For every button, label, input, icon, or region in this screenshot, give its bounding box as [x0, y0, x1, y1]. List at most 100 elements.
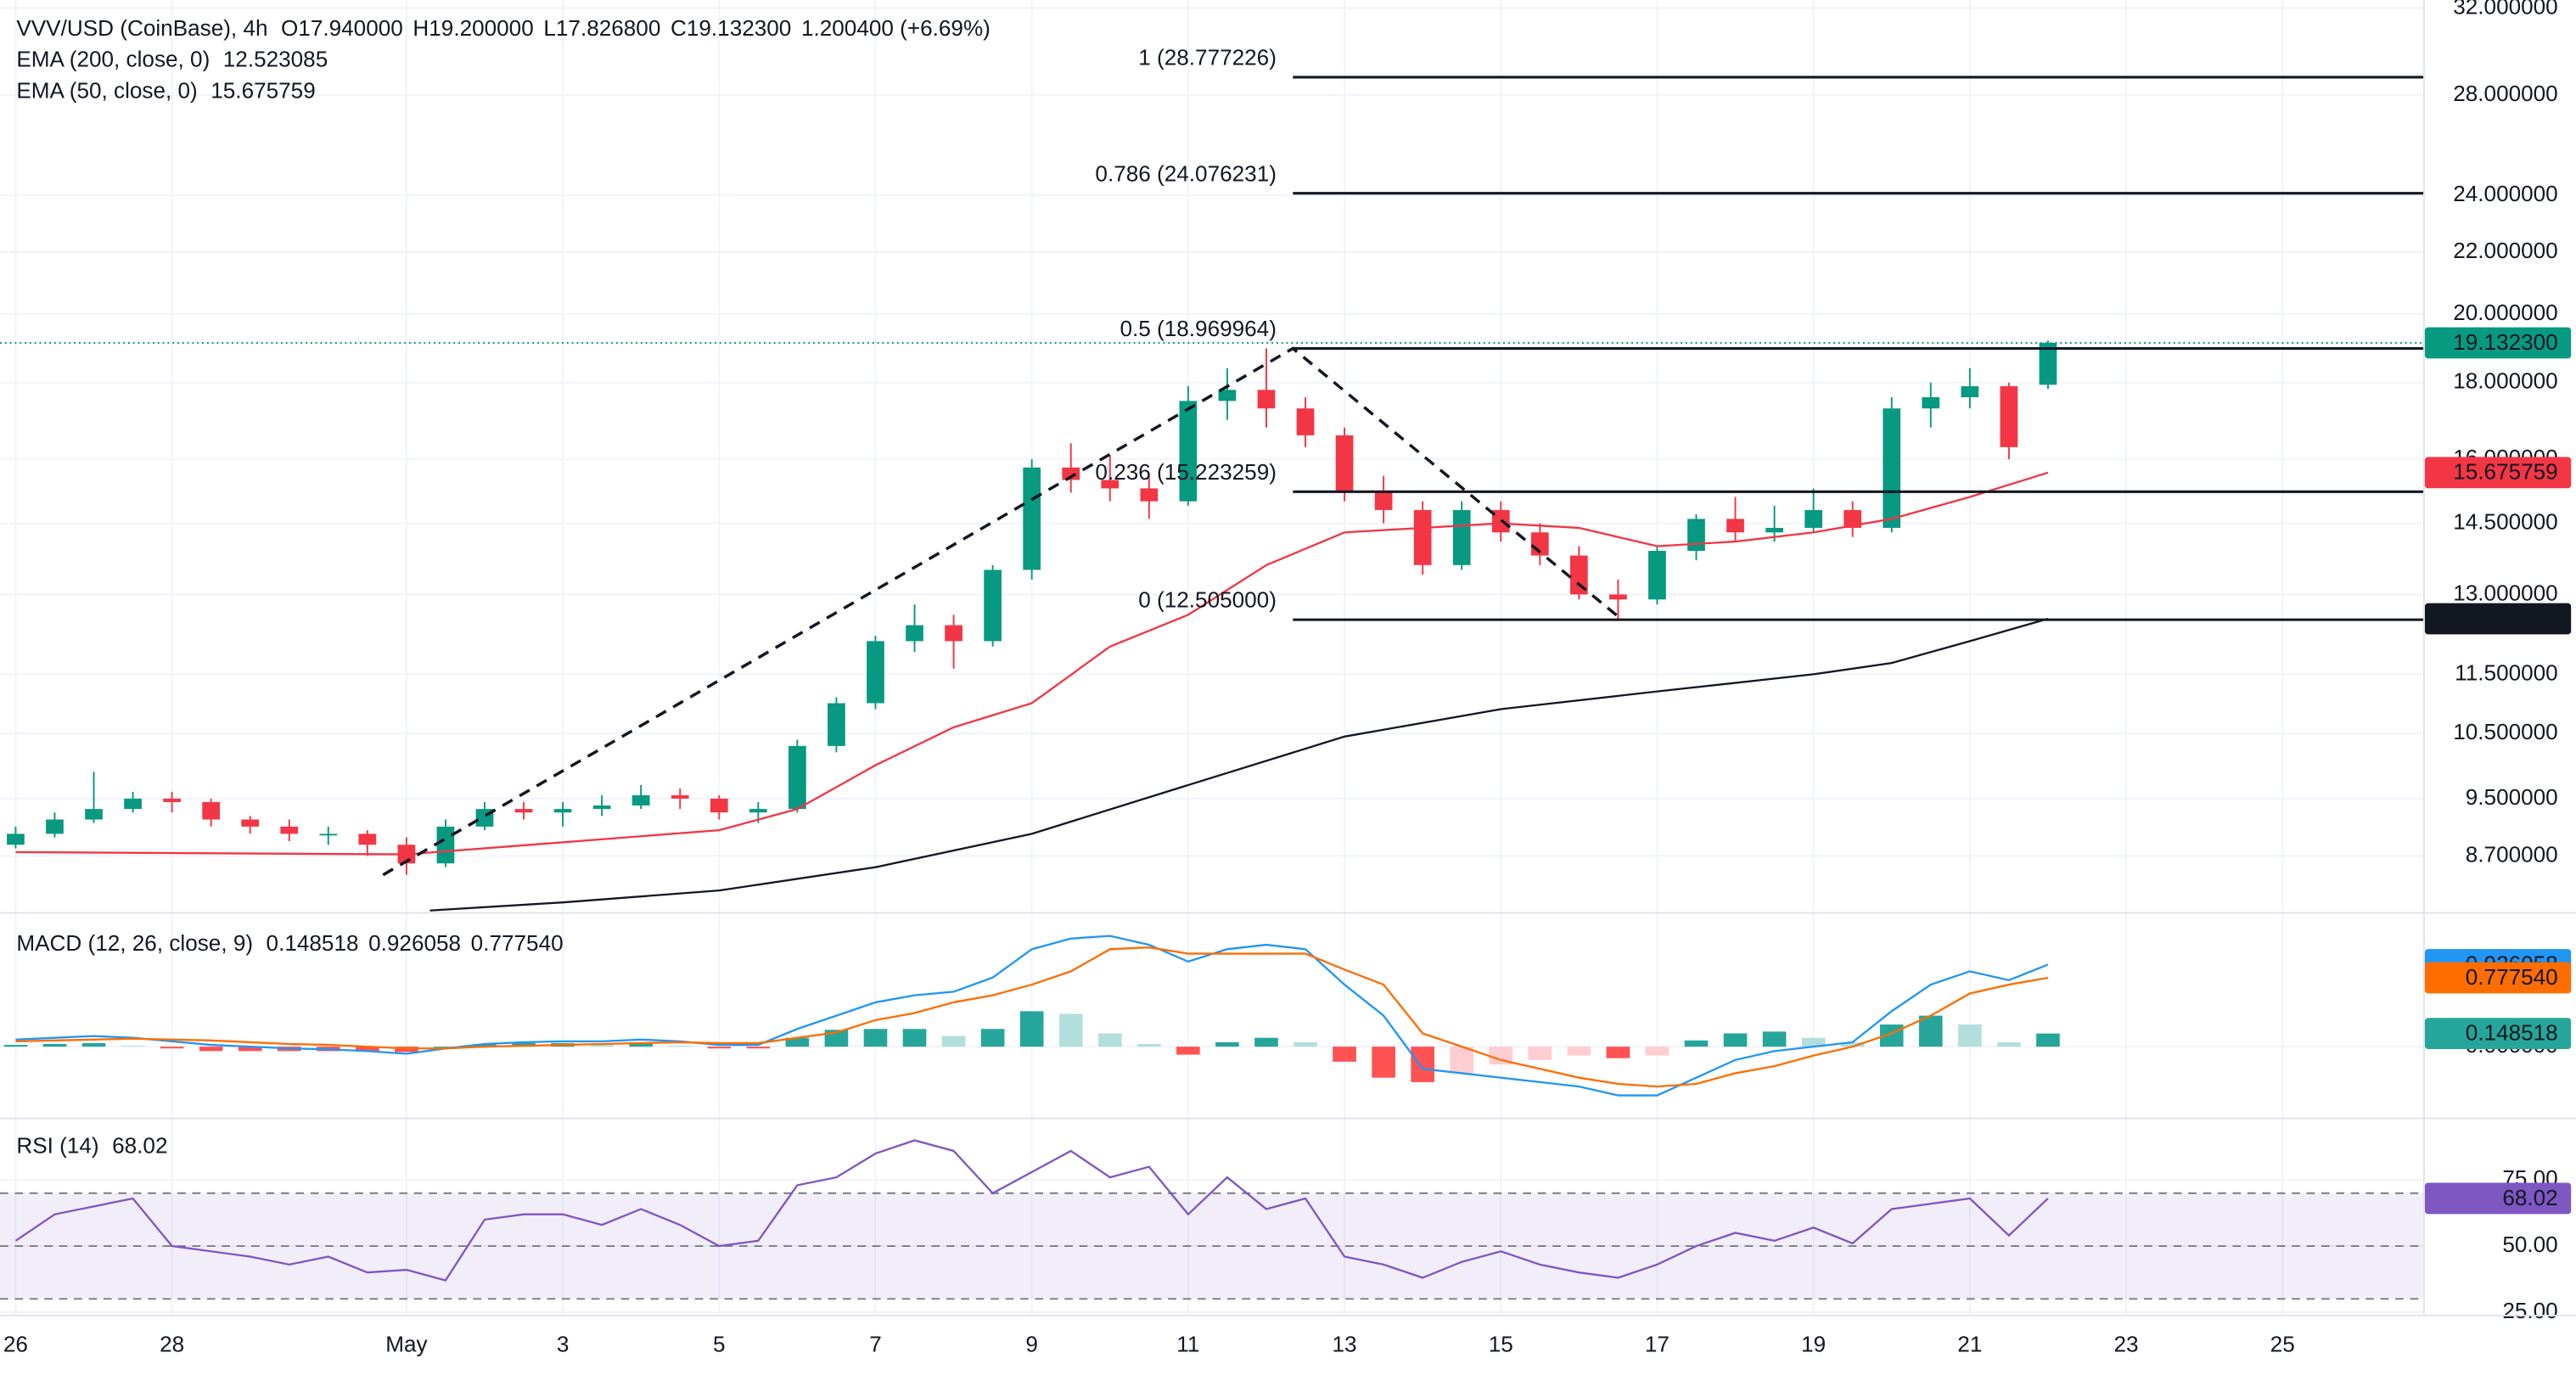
histogram-bar [1294, 1041, 1317, 1047]
x-tick-label: 9 [1025, 1332, 1038, 1357]
fib-level-label: 1 (28.777226) [1138, 45, 1277, 70]
macd-line [15, 935, 2049, 1097]
price-scale-label-bg [2424, 1018, 2572, 1050]
indicator-name: EMA (50, close, 0) [16, 77, 197, 103]
candle-body [789, 745, 806, 810]
y-tick-label: 32.000000 [2453, 0, 2557, 19]
rsi-line [14, 1139, 2049, 1282]
histogram-bar [1723, 1033, 1748, 1047]
candle-body [1257, 390, 1276, 409]
candle-body [1023, 467, 1041, 570]
x-tick-label: 11 [1176, 1332, 1199, 1357]
ohlc-change: 1.200400 (+6.69%) [801, 15, 991, 41]
rsi-value: 68.02 [112, 1132, 167, 1158]
histogram-bar [785, 1037, 810, 1047]
price-scale-label-bg [2424, 962, 2572, 994]
histogram-bar [863, 1029, 888, 1047]
histogram-bar [1997, 1041, 2021, 1047]
histogram-bar [1684, 1040, 1709, 1047]
candle-body [1218, 390, 1237, 401]
histogram-bar [199, 1047, 223, 1052]
price-scale-label: 68.02 [2502, 1185, 2557, 1210]
candle-body [867, 641, 884, 704]
x-tick-label: 7 [869, 1332, 882, 1357]
y-tick-label: 20.000000 [2453, 300, 2557, 325]
price-scale-label: 0.148518 [2466, 1020, 2558, 1046]
candle-body [85, 809, 103, 820]
candle-body [1648, 551, 1666, 600]
x-tick-label: 23 [2113, 1332, 2138, 1357]
x-tick-label: 17 [1645, 1332, 1670, 1357]
histogram-bar [160, 1047, 184, 1049]
candle-body [1101, 480, 1120, 489]
fib-level-label: 0 (12.505000) [1138, 587, 1277, 613]
histogram-bar [980, 1029, 1005, 1047]
price-scale-label: 15.675759 [2453, 459, 2557, 485]
candle-body [1922, 397, 1940, 409]
x-tick-label: 13 [1333, 1332, 1357, 1357]
candle-body [1179, 401, 1198, 502]
histogram-value: 0.148518 [267, 930, 359, 956]
y-tick-label: 25.00 [2502, 1298, 2557, 1323]
histogram-bar [1254, 1037, 1278, 1047]
histogram-bar [473, 1044, 497, 1047]
candle-body [1335, 435, 1354, 493]
x-tick-label: May [385, 1332, 428, 1357]
candle-body [1569, 555, 1588, 595]
candle-body [1726, 519, 1744, 533]
histogram-bar [1019, 1011, 1044, 1047]
candle-body [1452, 509, 1471, 565]
y-tick-label: 50.00 [2502, 1232, 2557, 1257]
histogram-bar [590, 1044, 614, 1047]
y-tick-label: 28.000000 [2453, 81, 2557, 106]
candle-body [592, 805, 611, 810]
candle-body [436, 826, 455, 864]
y-tick-label: 18.000000 [2453, 368, 2557, 394]
candle-body [46, 819, 64, 834]
y-tick-label: 9.500000 [2466, 784, 2558, 810]
y-tick-label: 14.500000 [2453, 509, 2557, 535]
candle-body [7, 834, 25, 845]
histogram-bar [1840, 1041, 1865, 1047]
histogram-bar [42, 1044, 67, 1047]
candle-body [906, 625, 923, 642]
ema-line [429, 617, 2049, 912]
candle-body [319, 834, 338, 836]
indicator-name: EMA (200, close, 0) [16, 47, 210, 72]
indicator-name: MACD (12, 26, close, 9) [16, 930, 253, 956]
y-tick-label: 13.000000 [2453, 580, 2557, 605]
candle-body [828, 703, 845, 746]
indicator-value: 12.523085 [223, 47, 328, 72]
y-tick-label: 10.500000 [2453, 719, 2557, 744]
fib-level-label: 0.236 (15.223259) [1095, 459, 1276, 485]
candle-body [202, 801, 221, 820]
zigzag-line [382, 346, 1624, 877]
candle-body [1765, 527, 1783, 533]
x-tick-label: 25 [2270, 1332, 2295, 1357]
candle-body [1961, 386, 1979, 398]
y-tick-label: 8.700000 [2466, 841, 2558, 867]
histogram-bar [1058, 1013, 1083, 1047]
candle-body [124, 798, 142, 810]
candle-body [1687, 519, 1705, 552]
ohlc-high: H19.200000 [412, 15, 533, 41]
histogram-bar [1567, 1047, 1591, 1056]
symbol-title: VVV/USD (CoinBase), 4h [16, 15, 267, 41]
histogram-bar [941, 1036, 966, 1047]
price-scale-label: 0.777540 [2466, 964, 2558, 990]
y-tick-label: 11.500000 [2455, 660, 2558, 685]
histogram-bar [1137, 1044, 1161, 1047]
y-tick-label: 22.000000 [2453, 238, 2557, 263]
histogram-bar [746, 1047, 771, 1049]
histogram-bar [121, 1046, 145, 1047]
candle-body [2000, 386, 2018, 447]
candle-body [1883, 408, 1901, 528]
histogram-bar [2036, 1033, 2060, 1047]
candle-body [1140, 488, 1159, 502]
histogram-bar [1411, 1047, 1434, 1082]
candle-body [1844, 509, 1862, 528]
candle-body [1296, 408, 1315, 435]
histogram-bar [1645, 1047, 1670, 1056]
